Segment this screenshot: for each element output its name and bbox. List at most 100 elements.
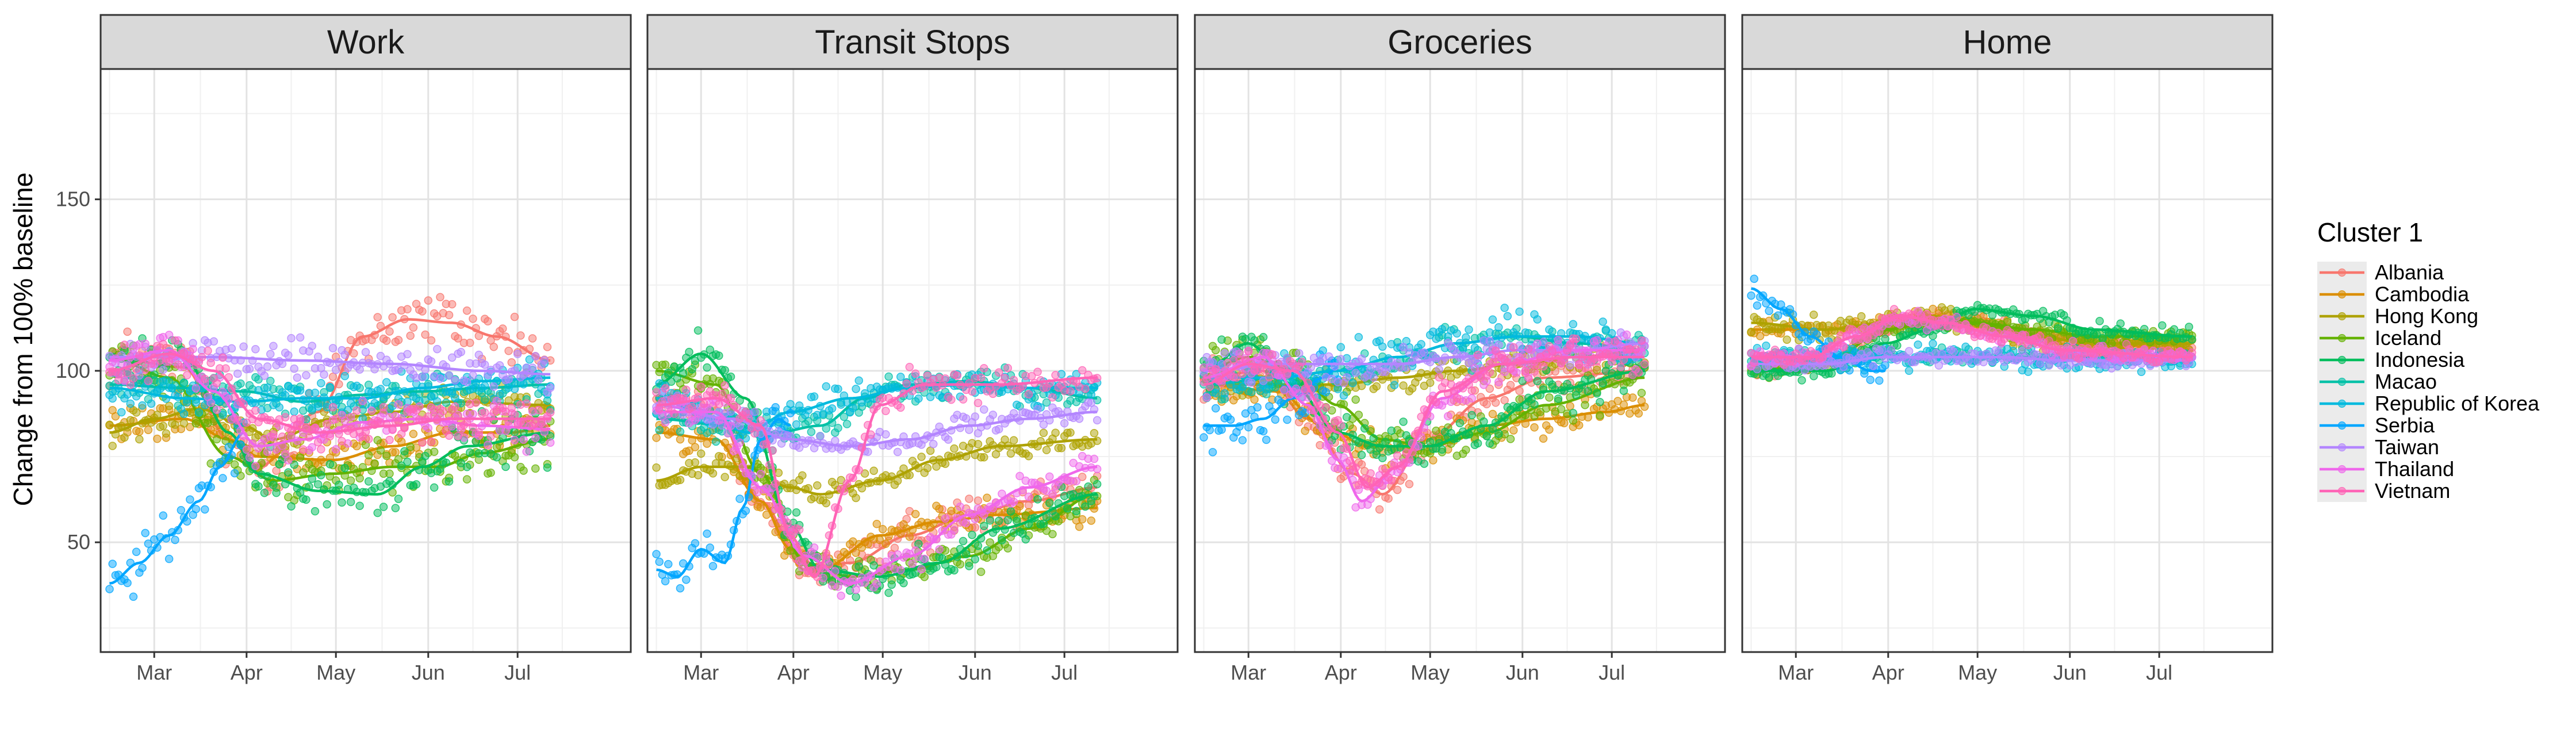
data-point xyxy=(792,508,801,517)
smooth-line xyxy=(1203,355,1645,489)
data-point xyxy=(1090,429,1099,438)
data-point xyxy=(988,389,998,398)
data-point xyxy=(893,447,902,457)
data-point xyxy=(816,432,825,441)
data-point xyxy=(1569,320,1578,329)
data-point xyxy=(926,393,935,401)
data-point xyxy=(346,497,355,507)
data-point xyxy=(652,388,661,397)
data-point xyxy=(510,453,519,462)
data-point xyxy=(108,442,117,450)
data-point xyxy=(370,459,379,468)
data-point xyxy=(144,539,153,548)
data-point xyxy=(346,413,355,421)
data-point xyxy=(864,540,872,549)
data-point xyxy=(1342,413,1351,421)
data-point xyxy=(1435,365,1443,374)
data-point xyxy=(682,575,691,584)
data-point xyxy=(1366,445,1375,454)
data-point xyxy=(310,507,320,516)
data-point xyxy=(418,373,427,382)
data-point xyxy=(177,505,186,515)
data-point xyxy=(1515,307,1524,316)
data-point xyxy=(994,425,1003,434)
data-point xyxy=(842,420,852,428)
data-point xyxy=(849,404,857,412)
data-point xyxy=(531,464,540,473)
data-point xyxy=(994,368,1003,377)
data-point xyxy=(230,469,239,478)
smooth-line xyxy=(1203,366,1339,427)
data-point xyxy=(1378,454,1387,462)
data-point xyxy=(328,402,338,412)
data-point xyxy=(715,400,723,409)
data-point xyxy=(108,394,117,403)
data-point xyxy=(179,378,189,387)
data-point xyxy=(735,494,744,503)
x-tick-label: Mar xyxy=(136,661,172,684)
data-point xyxy=(308,474,317,483)
y-tick-label: 150 xyxy=(56,187,90,211)
data-point xyxy=(546,408,555,417)
data-point xyxy=(1593,366,1601,374)
data-point xyxy=(852,493,860,503)
data-point xyxy=(941,514,950,523)
data-point xyxy=(1566,341,1574,350)
data-point xyxy=(373,508,382,518)
data-point xyxy=(1482,400,1491,409)
data-point xyxy=(1473,351,1482,359)
data-point xyxy=(1265,373,1274,382)
data-point xyxy=(406,443,415,451)
data-point xyxy=(317,379,325,388)
data-point xyxy=(528,334,537,343)
data-point xyxy=(911,509,920,519)
data-point xyxy=(1462,333,1470,342)
data-point xyxy=(1467,386,1476,395)
data-point xyxy=(245,365,254,373)
data-point xyxy=(1212,346,1220,355)
data-point xyxy=(947,395,956,404)
data-point xyxy=(457,459,466,467)
data-point xyxy=(1432,334,1440,343)
data-point xyxy=(691,458,700,467)
smooth-line xyxy=(109,352,551,434)
data-point xyxy=(1494,323,1503,332)
data-point xyxy=(869,561,878,570)
data-point xyxy=(1533,315,1542,324)
data-point xyxy=(1205,425,1214,435)
data-point xyxy=(956,560,965,569)
data-point xyxy=(896,373,905,381)
data-point xyxy=(182,371,191,379)
data-point xyxy=(340,350,349,359)
data-point xyxy=(495,361,504,370)
data-point xyxy=(531,352,540,361)
data-point xyxy=(968,387,976,396)
data-point xyxy=(1485,328,1494,337)
data-point xyxy=(418,307,427,316)
data-point xyxy=(436,293,444,301)
data-point xyxy=(212,435,221,444)
data-point xyxy=(1616,363,1625,371)
data-point xyxy=(340,463,349,473)
data-point xyxy=(718,389,726,398)
data-point xyxy=(132,365,141,373)
data-point xyxy=(313,438,323,447)
data-point xyxy=(976,568,986,576)
data-point xyxy=(1548,347,1557,355)
data-point xyxy=(1202,393,1211,402)
data-point xyxy=(703,529,711,538)
data-point xyxy=(543,463,552,472)
data-point xyxy=(1425,378,1435,387)
data-point xyxy=(355,365,364,374)
data-point xyxy=(186,495,194,504)
data-point xyxy=(504,375,513,384)
data-point xyxy=(162,429,171,438)
data-point xyxy=(1399,417,1408,426)
data-point xyxy=(726,393,735,402)
data-point xyxy=(245,453,254,462)
data-point xyxy=(929,439,938,448)
data-point xyxy=(159,340,168,348)
data-point xyxy=(1024,492,1033,501)
data-point xyxy=(905,362,914,371)
